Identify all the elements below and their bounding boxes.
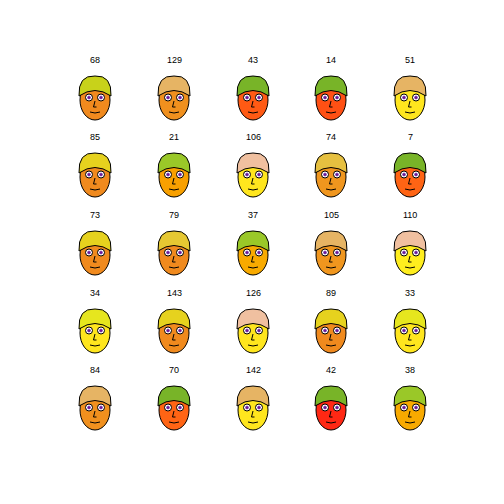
- svg-text:43: 43: [248, 55, 258, 65]
- svg-text:34: 34: [90, 288, 100, 298]
- svg-text:89: 89: [326, 288, 336, 298]
- svg-text:142: 142: [246, 365, 261, 375]
- svg-text:70: 70: [169, 365, 179, 375]
- svg-text:105: 105: [324, 210, 339, 220]
- svg-text:21: 21: [169, 132, 179, 142]
- svg-text:85: 85: [90, 132, 100, 142]
- svg-text:110: 110: [403, 210, 417, 220]
- svg-text:79: 79: [169, 210, 179, 220]
- svg-text:14: 14: [326, 55, 336, 65]
- svg-text:38: 38: [405, 365, 415, 375]
- svg-text:126: 126: [246, 288, 261, 298]
- svg-text:129: 129: [167, 55, 182, 65]
- svg-text:73: 73: [90, 210, 100, 220]
- svg-text:7: 7: [408, 132, 413, 142]
- svg-text:37: 37: [248, 210, 258, 220]
- svg-text:68: 68: [90, 55, 100, 65]
- svg-text:74: 74: [326, 132, 336, 142]
- svg-text:106: 106: [246, 132, 261, 142]
- svg-text:42: 42: [326, 365, 336, 375]
- svg-text:84: 84: [90, 365, 100, 375]
- svg-text:51: 51: [405, 55, 415, 65]
- svg-text:33: 33: [405, 288, 415, 298]
- svg-text:143: 143: [167, 288, 182, 298]
